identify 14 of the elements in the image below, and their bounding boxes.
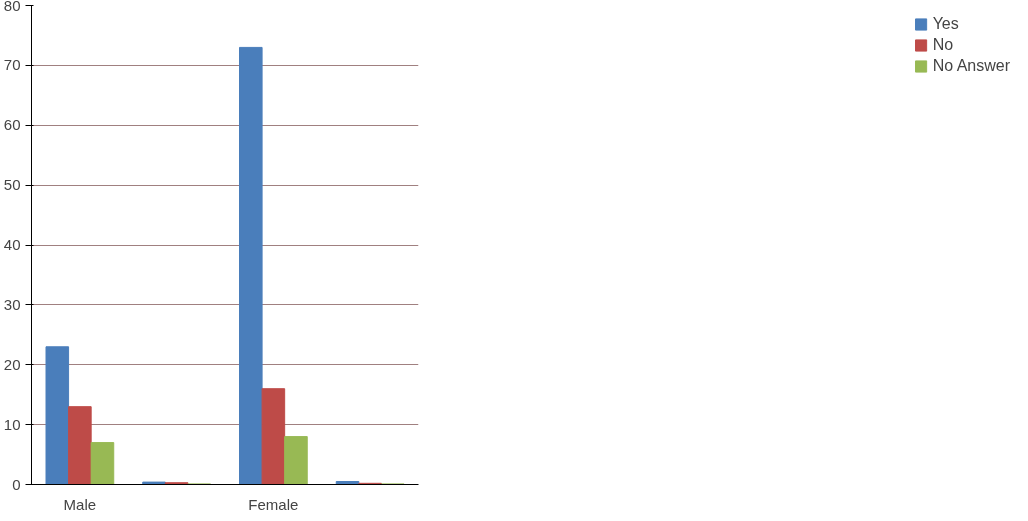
y-tick-label: 80 xyxy=(3,0,21,14)
y-tick-label: 30 xyxy=(3,295,21,313)
y-tick-label: 20 xyxy=(3,355,21,373)
y-tick-label: 70 xyxy=(3,56,21,74)
y-tick-label: 60 xyxy=(3,116,21,134)
y-tick-label: 40 xyxy=(3,236,21,253)
x-tick-label: Female xyxy=(248,495,299,513)
legend-label: No xyxy=(932,36,954,54)
legend-label: No Answer xyxy=(932,57,1010,75)
x-tick-label: Male xyxy=(63,495,97,513)
legend-label: Yes xyxy=(932,15,959,33)
y-tick-label: 0 xyxy=(12,475,21,493)
y-tick-label: 10 xyxy=(3,415,21,433)
y-tick-label: 50 xyxy=(3,176,21,194)
